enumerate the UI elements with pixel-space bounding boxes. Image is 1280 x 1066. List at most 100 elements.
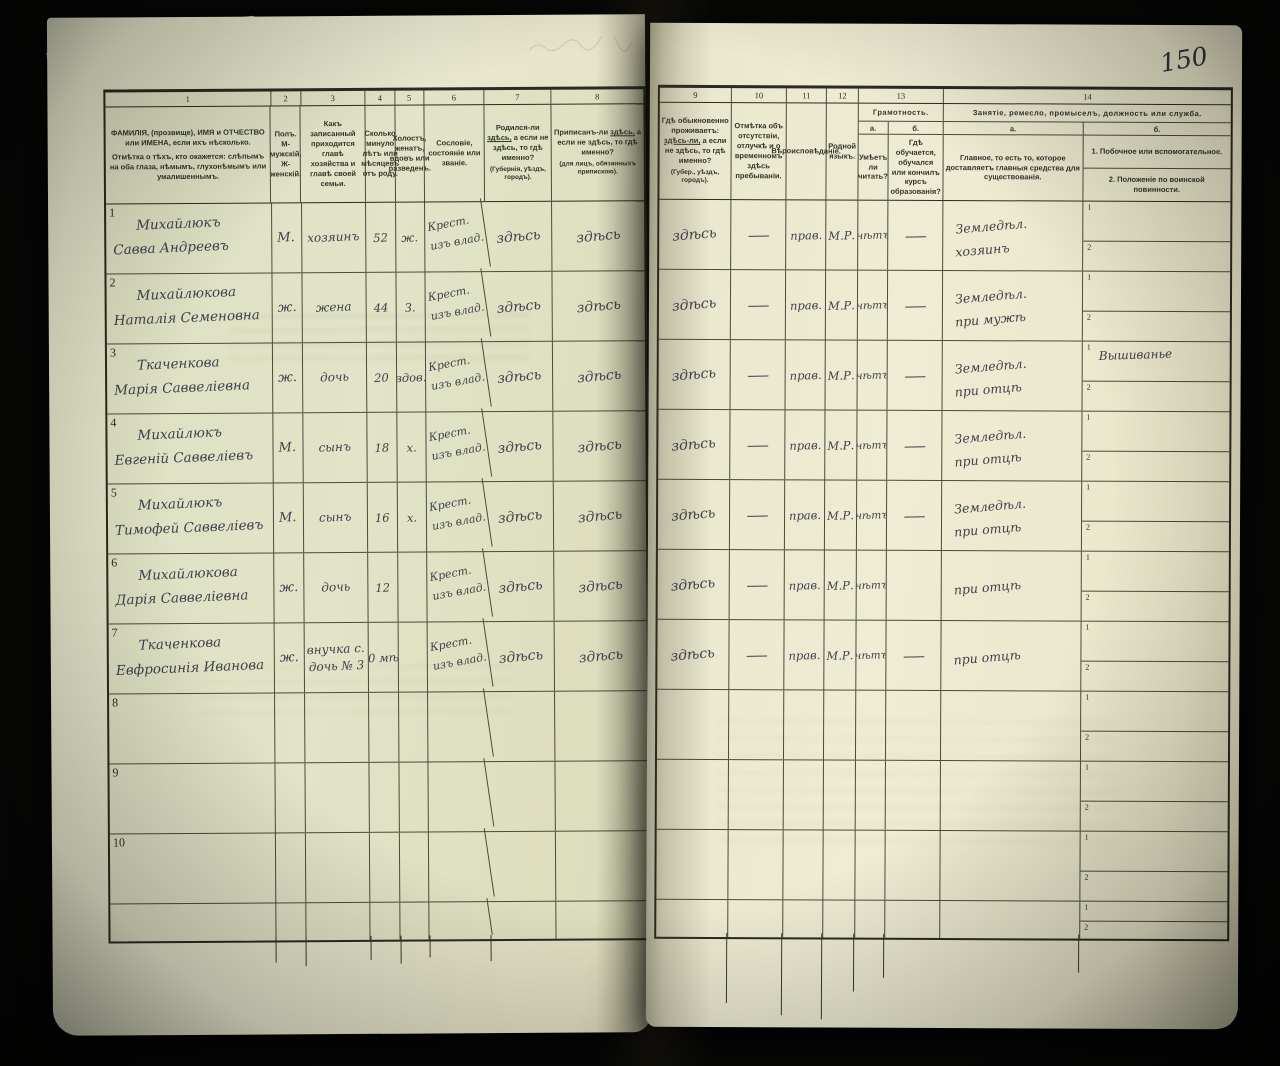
- sex-cell: [274, 693, 305, 763]
- side-occupation-sub-1: 1: [1080, 831, 1228, 873]
- born-value: здѣсь: [496, 436, 543, 457]
- resides-value: здѣсь: [671, 364, 717, 385]
- resides-value: здѣсь: [670, 504, 717, 525]
- name-cell: 1 Михайлюкъ Савва Андреевъ: [106, 203, 273, 274]
- language-value: М.Р.: [826, 507, 855, 523]
- estate-cell: Крест. изъ влад.: [421, 408, 492, 486]
- side-occupation-sub-1: 1: [1082, 411, 1230, 453]
- header-religion: Вѣроисповѣданіе.: [771, 103, 841, 200]
- table-row: 10: [109, 828, 649, 906]
- occupation-line-2: при отцѣ: [953, 577, 1022, 598]
- side-occupation-sub-1: 1: [1081, 691, 1229, 733]
- column-number: 14: [1083, 91, 1092, 102]
- left-page: 1 2 3 4 5 6 7 8 ФАМИЛІЯ, (прозвище), ИМЯ…: [46, 14, 652, 1036]
- column-number: 3: [300, 90, 366, 106]
- absence-cell: —: [731, 200, 787, 270]
- relation-cell: [304, 692, 370, 763]
- surname: Михайлюкъ: [137, 424, 223, 444]
- relation-value: внучка с.: [306, 640, 366, 657]
- absence-value: —: [745, 575, 769, 594]
- ruled-line: [429, 935, 431, 958]
- header-relation: Какъ записанный приходится главѣ хозяйст…: [300, 105, 366, 203]
- registered-value: здѣсь: [577, 575, 624, 596]
- main-occupation-cell: Земледѣл. при отцѣ: [942, 340, 1083, 411]
- age-value: 12: [375, 580, 391, 595]
- education-cell: [885, 830, 941, 900]
- resides-cell: [656, 899, 729, 938]
- resides-cell: здѣсь: [657, 549, 730, 620]
- literacy-value: нѣтъ: [856, 508, 888, 522]
- table-row: здѣсь — прав. М.Р. нѣтъ при отцѣ 1 2: [657, 549, 1229, 623]
- occupation-line-2: [953, 791, 1080, 802]
- estate-cell: Крест. изъ влад.: [421, 338, 491, 416]
- header-main-occupation: Главное, то есть то, которое доставляетъ…: [943, 134, 1084, 201]
- language-cell: М.Р.: [826, 200, 859, 270]
- religion-value: прав.: [789, 297, 822, 313]
- side-occupation-sub-2: 2: [1083, 382, 1230, 412]
- name-cell: [110, 903, 277, 942]
- sex-cell: [275, 763, 306, 833]
- education-cell: —: [887, 340, 943, 410]
- literacy-cell: [855, 760, 886, 830]
- language-value: М.Р.: [827, 437, 855, 453]
- age-cell: 16: [367, 482, 398, 552]
- header-resides-here: Гдѣ обыкновенно проживаетъ: здѣсь-ли, а …: [659, 102, 732, 200]
- table-row: здѣсь — прав. М.Р. нѣтъ — Земледѣл. при …: [658, 339, 1230, 413]
- registered-here-cell: здѣсь: [554, 551, 647, 621]
- marital-value: х.: [406, 509, 418, 525]
- side-occupation-cell: 1 2: [1081, 551, 1229, 622]
- literacy-value: нѣтъ: [857, 438, 888, 452]
- main-occupation-cell: Земледѣл. при отцѣ: [942, 410, 1083, 481]
- printed-sub-number-2: 2: [1085, 522, 1091, 532]
- marital-cell: [400, 902, 430, 940]
- resides-cell: [656, 689, 730, 760]
- sex-value: ж.: [279, 649, 299, 666]
- age-cell: 20: [366, 342, 398, 412]
- name-cell: 4 Михайлюкъ Евгеній Саввеліевъ: [107, 413, 274, 484]
- surname: Михайлюкова: [138, 563, 239, 585]
- printed-sub-number-1: 1: [1086, 482, 1091, 492]
- resides-cell: здѣсь: [657, 479, 731, 550]
- language-cell: М.Р.: [824, 550, 857, 620]
- sex-cell: ж.: [273, 553, 305, 623]
- literacy-cell: нѣтъ: [857, 340, 888, 410]
- estate-cell: [423, 688, 494, 766]
- education-value: —: [901, 646, 926, 665]
- label-b: б.: [912, 123, 919, 133]
- born-value: здѣсь: [497, 646, 544, 667]
- header-side-occupation: 1. Побочное или вспомогательное. 2. Поло…: [1083, 135, 1231, 202]
- header-registered-here: Приписанъ-ли здѣсь, а если не здѣсь, то …: [551, 104, 644, 201]
- literacy-value: нѣтъ: [857, 298, 889, 312]
- header-born-text: Родился-ли здѣсь, а если не здѣсь, то гд…: [487, 122, 549, 162]
- absence-cell: —: [729, 550, 785, 620]
- language-cell: М.Р.: [825, 270, 859, 340]
- table-row: 7 Ткаченкова Евфросинія Иванова ж. внучк…: [108, 618, 648, 696]
- registered-here-cell: [556, 901, 649, 939]
- occupation-line-1: [953, 861, 1080, 872]
- absence-cell: —: [730, 270, 787, 340]
- relation-cell: [304, 762, 370, 833]
- header-sex: Полъ. М-мужскій. Ж-женскій.: [270, 106, 302, 203]
- education-value: —: [903, 226, 927, 245]
- registered-value: здѣсь: [575, 295, 622, 317]
- ruled-line: [780, 933, 783, 1016]
- occupation-line-2: при отцѣ: [952, 647, 1022, 668]
- side-occupation-sub-1: 1 Вышиванье: [1082, 341, 1230, 383]
- label-b: б.: [1153, 124, 1161, 134]
- table-row: 1 2: [656, 759, 1228, 833]
- age-cell: [370, 902, 401, 940]
- absence-value: —: [745, 435, 770, 454]
- born-here-cell: здѣсь: [486, 341, 554, 412]
- main-occupation-cell: Земледѣл. хозяинъ: [943, 200, 1084, 271]
- header-registered-text: Приписанъ-ли здѣсь, а если не здѣсь, то …: [553, 127, 642, 157]
- row-number: 6: [111, 555, 118, 570]
- relation-value: сынъ: [318, 439, 352, 455]
- age-cell: [369, 692, 400, 762]
- language-cell: [823, 760, 856, 830]
- sex-cell: [276, 903, 307, 941]
- printed-sub-number-1: 1: [1087, 202, 1092, 212]
- resides-value: здѣсь: [670, 644, 716, 665]
- resides-cell: [656, 759, 729, 830]
- absence-value: —: [746, 225, 770, 244]
- relation-value-2: дочь № 3: [308, 657, 365, 674]
